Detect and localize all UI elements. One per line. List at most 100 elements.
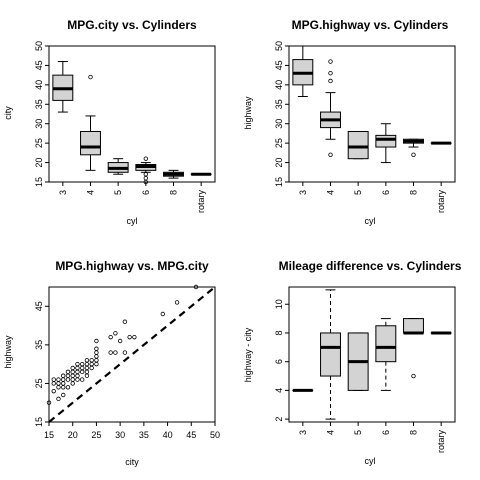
scatter-point (89, 358, 94, 363)
scatter-point (94, 350, 99, 355)
y-tick-label: 50 (34, 41, 44, 51)
x-tick-label: 25 (91, 430, 101, 440)
scatter-point (70, 377, 75, 382)
scatter-point (75, 361, 80, 367)
x-tick-label: 8 (409, 190, 419, 195)
y-tick-label: 35 (274, 99, 284, 109)
box (375, 325, 397, 363)
scatter-point (61, 377, 66, 382)
scatter-point (160, 311, 166, 317)
scatter-point (56, 381, 61, 386)
y-tick-label: 30 (34, 119, 44, 129)
y-tick-label: 25 (34, 378, 44, 388)
y-axis-label: highway - city (243, 327, 253, 382)
y-tick-label: 8 (274, 330, 284, 335)
y-tick-label: 20 (274, 158, 284, 168)
x-tick-label: 5 (353, 430, 363, 435)
x-tick-label: 5 (113, 190, 123, 195)
scatter-point (56, 385, 61, 390)
y-tick-label: 45 (274, 60, 284, 70)
panel-highway-vs-city: MPG.highway vs. MPG.city city highway 15… (3, 259, 220, 467)
y-tick-label: 2 (274, 417, 284, 422)
y-tick-label: 15 (34, 417, 44, 427)
scatter-point (113, 350, 118, 355)
outlier-point (88, 74, 93, 80)
scatter-point (94, 361, 99, 367)
y-tick-label: 30 (274, 119, 284, 129)
scatter-point (46, 400, 52, 405)
x-tick-label: 3 (298, 430, 308, 435)
box (375, 134, 397, 148)
scatter-point (94, 354, 99, 359)
y-axis-label: highway (243, 96, 253, 130)
panel-highway-vs-cylinders: MPG.highway vs. Cylinders cyl highway 15… (243, 18, 456, 226)
scatter-point (84, 358, 90, 363)
chart-title: Mileage difference vs. Cylinders (279, 259, 462, 273)
scatter-point (70, 381, 75, 386)
x-tick-label: 4 (326, 430, 336, 435)
scatter-point (84, 373, 90, 378)
scatter-point (61, 392, 66, 398)
box (347, 130, 369, 160)
scatter-point (132, 334, 137, 340)
y-axis-label: highway (3, 335, 13, 369)
outlier-point (143, 156, 149, 161)
scatter-point (56, 396, 61, 402)
chart-title: MPG.highway vs. Cylinders (292, 18, 449, 32)
x-tick-label: rotary (196, 190, 206, 214)
scatter-point (51, 377, 56, 382)
x-tick-label: 40 (163, 430, 173, 440)
scatter-point (117, 338, 123, 344)
y-tick-label: 25 (34, 138, 44, 148)
scatter-point (61, 385, 66, 390)
x-tick-label: 6 (141, 190, 151, 195)
x-tick-label: 5 (353, 190, 363, 195)
scatter-point (174, 300, 180, 305)
scatter-point (127, 334, 132, 340)
plot-frame (48, 45, 216, 183)
x-tick-label: rotary (436, 430, 446, 454)
scatter-point (89, 361, 94, 367)
outlier-point (411, 152, 416, 157)
scatter-point (61, 373, 66, 378)
scatter-point (108, 334, 113, 340)
x-tick-label: 8 (409, 430, 419, 435)
panel-city-vs-cylinders: MPG.city vs. Cylinders cyl city 15 20 25 30… (3, 18, 216, 226)
scatter-point (70, 365, 75, 371)
scatter-point (108, 350, 113, 355)
scatter-point (65, 377, 71, 382)
y-tick-label: 40 (34, 80, 44, 90)
outlier-point (328, 78, 333, 84)
reference-line (48, 286, 216, 423)
scatter-point (79, 365, 85, 371)
y-tick-label: 25 (274, 138, 284, 148)
y-tick-label: 45 (34, 60, 44, 70)
scatter-point (51, 381, 56, 386)
x-axis-label: city (125, 457, 139, 467)
panel-mileage-difference-vs-cylinders: Mileage difference vs. Cylinders cyl hig… (243, 259, 462, 466)
scatter-point (113, 331, 118, 336)
scatter-point (84, 361, 90, 367)
scatter-point (79, 361, 85, 367)
x-tick-label: 4 (326, 190, 336, 195)
y-tick-label: 40 (274, 80, 284, 90)
x-tick-label: 45 (186, 430, 196, 440)
x-tick-label: 30 (115, 430, 125, 440)
outlier-point (328, 152, 333, 157)
y-tick-label: 4 (274, 388, 284, 393)
y-tick-label: 35 (34, 340, 44, 350)
scatter-point (94, 346, 99, 351)
x-axis-label: cyl (127, 216, 138, 226)
plot-frame (48, 286, 216, 423)
outlier-point (411, 373, 416, 379)
x-axis-label: cyl (365, 456, 376, 466)
scatter-point (84, 365, 90, 371)
scatter-point (89, 365, 94, 371)
chart-title: MPG.highway vs. MPG.city (55, 259, 209, 273)
outlier-point (328, 70, 333, 76)
x-tick-label: 8 (169, 190, 179, 195)
scatter-point (122, 350, 128, 355)
outlier-point (143, 172, 149, 177)
x-tick-label: 4 (86, 190, 96, 195)
y-tick-label: 6 (274, 359, 284, 364)
